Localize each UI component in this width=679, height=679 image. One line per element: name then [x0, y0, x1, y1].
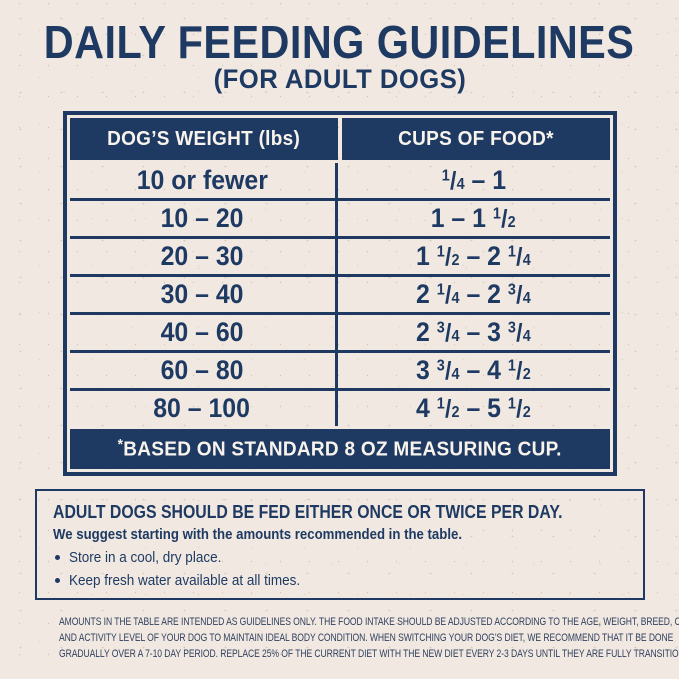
weight-cell: 80 – 100	[70, 391, 338, 426]
table-row: 10 – 20 1 – 1 1/2	[69, 201, 610, 239]
weight-cell: 40 – 60	[70, 315, 338, 350]
bullet-dot	[54, 578, 60, 583]
disclaimer-line: AND ACTIVITY LEVEL OF YOUR DOG TO MAINTA…	[59, 632, 674, 644]
cups-cell: 1 1/2 – 2 1/4	[416, 241, 531, 271]
info-subheading: We suggest starting with the amounts rec…	[52, 526, 462, 543]
page-title: DAILY FEEDING GUIDELINES	[44, 16, 635, 68]
table-header-row: DOG’S WEIGHT (lbs) CUPS OF FOOD*	[69, 118, 610, 160]
bullet-text: Keep fresh water available at all times.	[68, 572, 300, 589]
weight-cell: 20 – 30	[70, 239, 338, 274]
table-row: 80 – 100 4 1/2 – 5 1/2	[70, 391, 610, 426]
table-footnote: *BASED ON STANDARD 8 OZ MEASURING CUP.	[69, 429, 610, 469]
table-row: 30 – 40 2 1/4 – 2 3/4	[69, 277, 610, 315]
table-row: 40 – 60 2 3/4 – 3 3/4	[69, 315, 610, 353]
bullet-text: Store in a cool, dry place.	[68, 549, 221, 566]
weight-cell: 10 or fewer	[70, 163, 338, 198]
disclaimer-line: AMOUNTS IN THE TABLE ARE INTENDED AS GUI…	[59, 616, 679, 628]
table-row: 20 – 30 1 1/2 – 2 1/4	[69, 239, 610, 277]
weight-cell: 60 – 80	[70, 353, 338, 388]
weight-cell: 30 – 40	[70, 277, 338, 312]
disclaimer-line: GRADUALLY OVER A 7-10 DAY PERIOD. REPLAC…	[59, 648, 679, 660]
table-body: 10 or fewer 1/4 – 1 10 – 20 1 – 1 1/2 20 – 3…	[69, 163, 610, 426]
bullet-dot	[54, 555, 60, 560]
cups-cell: 2 3/4 – 3 3/4	[416, 317, 531, 347]
page-subtitle: (FOR ADULT DOGS)	[213, 64, 466, 94]
table-header-cups: CUPS OF FOOD*	[341, 118, 610, 160]
bullet-item-water: Keep fresh water available at all times.	[53, 569, 627, 592]
table-header-weight: DOG’S WEIGHT (lbs)	[69, 118, 338, 160]
bullet-item-storage: Store in a cool, dry place.	[53, 546, 627, 569]
feeding-info-box: ADULT DOGS SHOULD BE FED EITHER ONCE OR …	[34, 489, 645, 600]
table-row: 10 or fewer 1/4 – 1	[69, 163, 610, 201]
info-heading: ADULT DOGS SHOULD BE FED EITHER ONCE OR …	[52, 502, 563, 522]
feeding-table: DOG’S WEIGHT (lbs) CUPS OF FOOD* 10 or f…	[62, 111, 617, 476]
footnote-text: BASED ON STANDARD 8 OZ MEASURING CUP.	[123, 438, 562, 461]
table-row: 60 – 80 3 3/4 – 4 1/2	[69, 353, 610, 391]
weight-cell: 10 – 20	[70, 201, 338, 236]
footnote-label: *BASED ON STANDARD 8 OZ MEASURING CUP.	[117, 437, 561, 461]
disclaimer: AMOUNTS IN THE TABLE ARE INTENDED AS GUI…	[0, 614, 679, 662]
footnote-asterisk: *	[117, 436, 124, 453]
cups-cell: 1 – 1 1/2	[431, 203, 516, 233]
cups-cell: 1/4 – 1	[441, 165, 506, 195]
cups-cell: 2 1/4 – 2 3/4	[416, 279, 531, 309]
cups-cell: 4 1/2 – 5 1/2	[416, 393, 531, 423]
cups-cell: 3 3/4 – 4 1/2	[416, 355, 531, 385]
